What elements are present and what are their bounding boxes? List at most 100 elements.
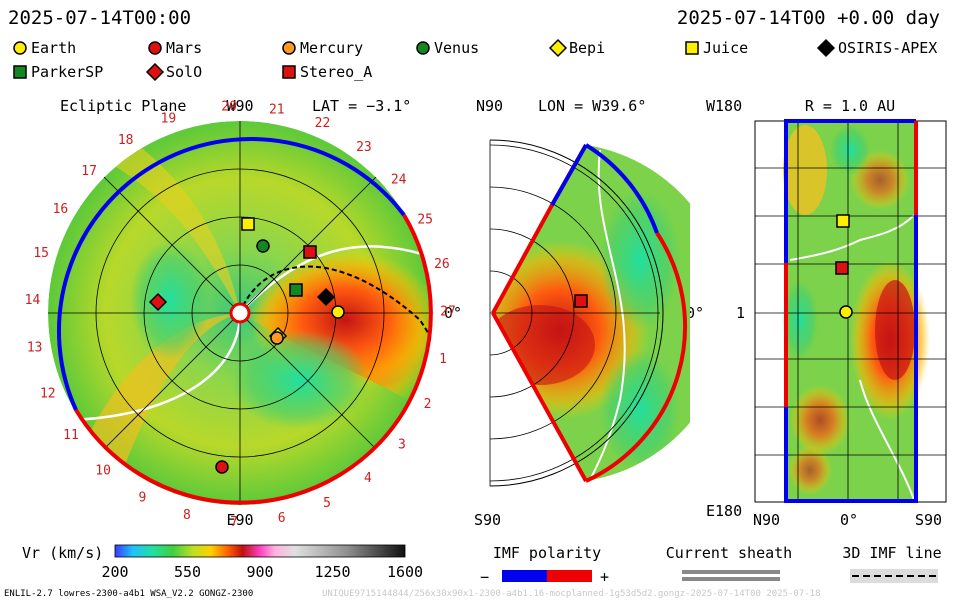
carrington-day-23: 23 (356, 140, 372, 155)
imf-plus: + (600, 568, 609, 586)
stereo-a-marker (303, 245, 317, 259)
legend-venus: Venus (416, 39, 479, 57)
stereo-a-icon (282, 65, 296, 79)
sun-icon (229, 302, 251, 324)
legend-parkersp: ParkerSP (13, 63, 103, 81)
svg-text:Bepi: Bepi (569, 39, 605, 57)
colorbar-tick-550: 550 (174, 563, 201, 581)
colorbar-tick-900: 900 (246, 563, 273, 581)
svg-text:Venus: Venus (434, 39, 479, 57)
meridional-outer-positive (585, 231, 688, 483)
rect-x-tick-2: S90 (915, 511, 942, 529)
carrington-day-27: 27 (440, 305, 456, 320)
mars-marker (215, 460, 229, 474)
carrington-day-1: 1 (439, 352, 447, 367)
carrington-day-12: 12 (40, 386, 56, 401)
latitude-label: LAT = −3.1° (312, 97, 411, 115)
earth-marker (331, 305, 345, 319)
datetime-label: 2025-07-14T00:00 (8, 7, 191, 29)
current-sheath-legend: Current sheath (666, 544, 792, 581)
carrington-day-6: 6 (278, 511, 286, 526)
run-id-footer: UNIQUE9715144844/256x30x90x1-2300-a4b1.1… (322, 589, 821, 599)
carrington-day-25: 25 (417, 212, 433, 227)
ecliptic-bodies (148, 217, 345, 474)
colorbar-tick-1600: 1600 (387, 563, 423, 581)
carrington-day-5: 5 (323, 496, 331, 511)
legend-stereo-a: Stereo_A (282, 63, 372, 81)
svg-text:Stereo_A: Stereo_A (300, 63, 372, 81)
earth-rect-marker (839, 305, 853, 319)
meridional-top-left: N90 (476, 97, 503, 115)
carrington-day-10: 10 (95, 464, 111, 479)
carrington-day-21: 21 (269, 102, 285, 117)
ecliptic-top-label: W90 (226, 97, 253, 115)
meridional-panel: N90 LON = W39.6° S90 0° (474, 97, 704, 529)
imf-minus: − (480, 568, 489, 586)
carrington-day-17: 17 (81, 164, 97, 179)
carrington-day-26: 26 (434, 257, 450, 272)
meridional-outer-negative (584, 143, 659, 234)
parkersp-marker (289, 283, 303, 297)
ecliptic-title: Ecliptic Plane (60, 97, 186, 115)
legend-osiris-apex: OSIRIS-APEX (816, 38, 937, 58)
stereo-a-rect-marker (835, 261, 849, 275)
solo-marker (148, 292, 168, 312)
legend-juice: Juice (685, 39, 748, 57)
ecliptic-velocity-field (48, 121, 432, 505)
rect-title: R = 1.0 AU (805, 97, 895, 115)
juice-marker (241, 217, 255, 231)
carrington-day-9: 9 (138, 491, 146, 506)
imf-negative-swatch (502, 570, 547, 582)
rectangular-panel: W180 R = 1.0 AU 1 E180 N90 0° S90 (706, 97, 947, 529)
svg-text:Juice: Juice (703, 39, 748, 57)
carrington-day-22: 22 (315, 116, 331, 131)
svg-text:Earth: Earth (31, 39, 76, 57)
meridional-bottom-left: S90 (474, 511, 501, 529)
carrington-day-11: 11 (63, 428, 79, 443)
carrington-day-19: 19 (161, 112, 177, 127)
rect-x-tick-0: N90 (753, 511, 780, 529)
carrington-day-8: 8 (183, 508, 191, 523)
mars-icon (148, 41, 162, 55)
rect-top-left: W180 (706, 97, 742, 115)
legend-mercury: Mercury (282, 39, 363, 57)
imf-positive-swatch (547, 570, 592, 582)
juice-icon (685, 41, 699, 55)
ecliptic-right-label: 0° (444, 304, 462, 322)
carrington-day-16: 16 (53, 202, 69, 217)
rect-bottom-left: E180 (706, 502, 742, 520)
longitude-label: LON = W39.6° (538, 97, 646, 115)
current-sheath-label: Current sheath (666, 544, 792, 562)
carrington-day-4: 4 (364, 471, 372, 486)
legend-solo: SolO (145, 62, 202, 82)
colorbar-tick-1250: 1250 (314, 563, 350, 581)
imf-line-legend: 3D IMF line (842, 544, 942, 583)
mercury-marker (270, 331, 284, 345)
legend-earth: Earth (13, 39, 76, 57)
meridional-velocity-field (493, 145, 690, 481)
rect-x-tick-1: 0° (840, 511, 858, 529)
svg-text:SolO: SolO (166, 63, 202, 81)
juice-rect-marker (836, 214, 850, 228)
colorbar-label: Vr (km/s) (22, 544, 103, 562)
carrington-day-7: 7 (230, 515, 238, 530)
rect-left-mid: 1 (736, 304, 745, 322)
carrington-day-14: 14 (25, 293, 41, 308)
stereo-a-meridional-marker (574, 294, 588, 308)
legend-mars: Mars (148, 39, 202, 57)
carrington-day-20: 20 (221, 99, 237, 114)
model-info-footer: ENLIL-2.7 lowres-2300-a4b1 WSA_V2.2 GONG… (4, 589, 253, 599)
carrington-day-3: 3 (398, 438, 406, 453)
rect-boundary-negative-bottom (784, 215, 918, 503)
solo-icon (145, 62, 165, 82)
ecliptic-bottom-label: E90 (226, 511, 253, 529)
imf-line-label: 3D IMF line (842, 544, 941, 562)
svg-text:ParkerSP: ParkerSP (31, 63, 103, 81)
ecliptic-boundary-positive (74, 213, 433, 505)
rect-boundary-negative-top (784, 119, 916, 263)
osiris-apex-marker (317, 288, 335, 306)
colorbar-ticks: 200 550 900 1250 1600 (101, 563, 423, 581)
carrington-rotation-labels: 20 21222324252627123456789101112131415161… (25, 99, 456, 530)
parkersp-icon (13, 65, 27, 79)
